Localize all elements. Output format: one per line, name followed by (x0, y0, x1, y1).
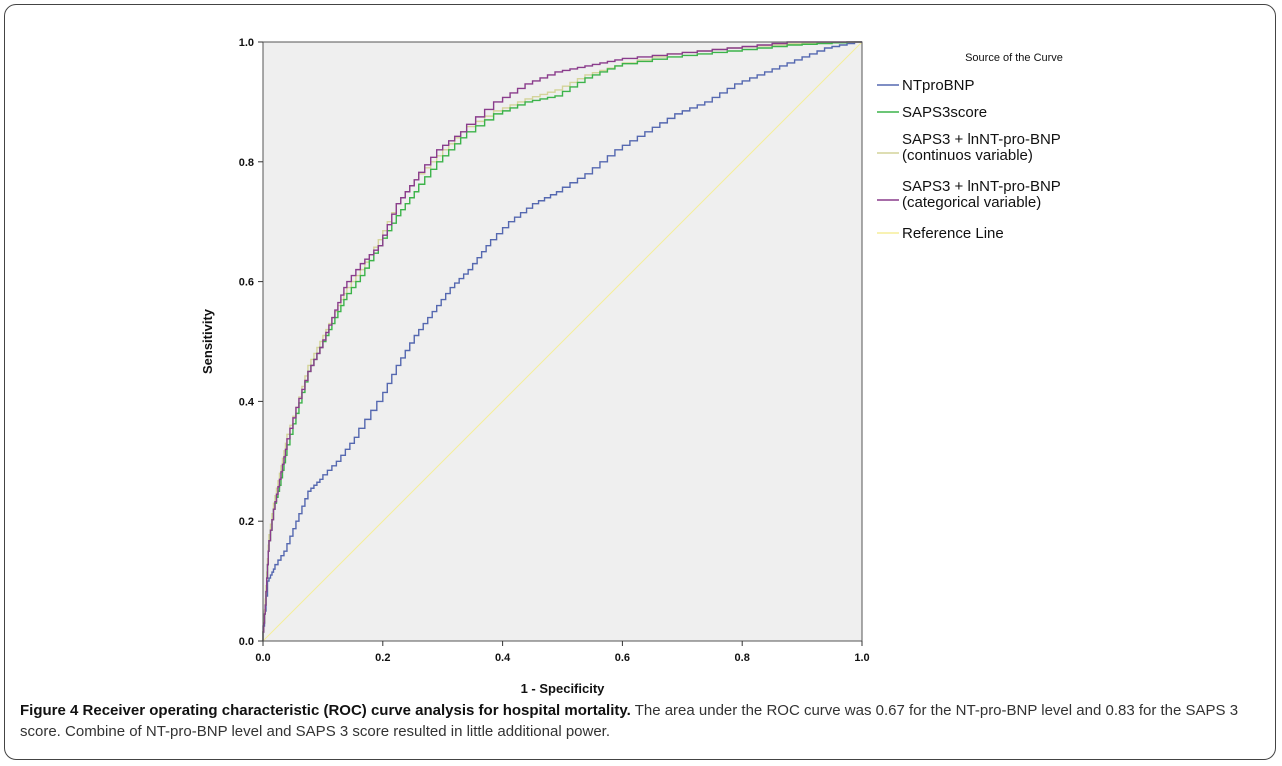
legend-label: Reference Line (902, 225, 1004, 242)
y-axis: 0.0 0.2 0.4 0.6 0.8 1.0 (239, 37, 263, 648)
figure-caption: Figure 4 Receiver operating characterist… (20, 700, 1250, 742)
y-tick-label: 0.2 (239, 516, 254, 528)
x-tick-label: 0.2 (375, 652, 390, 664)
x-tick-label: 0.0 (255, 652, 270, 664)
x-tick-label: 0.8 (735, 652, 750, 664)
x-tick-label: 0.4 (495, 652, 511, 664)
x-axis: 0.0 0.2 0.4 0.6 0.8 1.0 (255, 641, 870, 664)
x-tick-label: 1.0 (854, 652, 869, 664)
legend: Source of the Curve NTproBNP SAPS3score SA… (877, 52, 1063, 242)
legend-label: (categorical variable) (902, 194, 1041, 211)
x-axis-label: 1 - Specificity (521, 681, 606, 696)
y-axis-label: Sensitivity (200, 308, 215, 374)
legend-label: (continuos variable) (902, 147, 1033, 164)
plot-border (262, 41, 863, 642)
figure-frame (4, 4, 1276, 760)
caption-title: Receiver operating characteristic (ROC) … (82, 702, 631, 719)
curves-layer (262, 41, 863, 642)
x-tick-label: 0.6 (615, 652, 630, 664)
y-tick-label: 0.0 (239, 636, 254, 648)
y-tick-label: 0.8 (239, 157, 254, 169)
legend-label: NTproBNP (902, 77, 975, 94)
y-tick-label: 0.4 (239, 396, 255, 408)
y-tick-label: 0.6 (239, 277, 254, 289)
legend-title: Source of the Curve (965, 52, 1063, 64)
legend-label: SAPS3 + lnNT-pro-BNP (902, 131, 1061, 148)
caption-text: The area under the ROC curve was 0.67 fo… (20, 702, 1239, 740)
y-tick-label: 1.0 (239, 37, 254, 49)
roc-chart: 0.0 0.2 0.4 0.6 0.8 1.0 0.0 0.2 0.4 0.6 0.8 1.0 1 … (200, 37, 1063, 696)
legend-label: SAPS3 + lnNT-pro-BNP (902, 178, 1061, 195)
ntprobnp-curve (262, 41, 862, 641)
saps3-lnntprobnp-categorical-curve (262, 41, 862, 641)
legend-label: SAPS3score (902, 104, 987, 121)
caption-label: Figure 4 (20, 702, 79, 719)
reference-line (262, 41, 863, 642)
